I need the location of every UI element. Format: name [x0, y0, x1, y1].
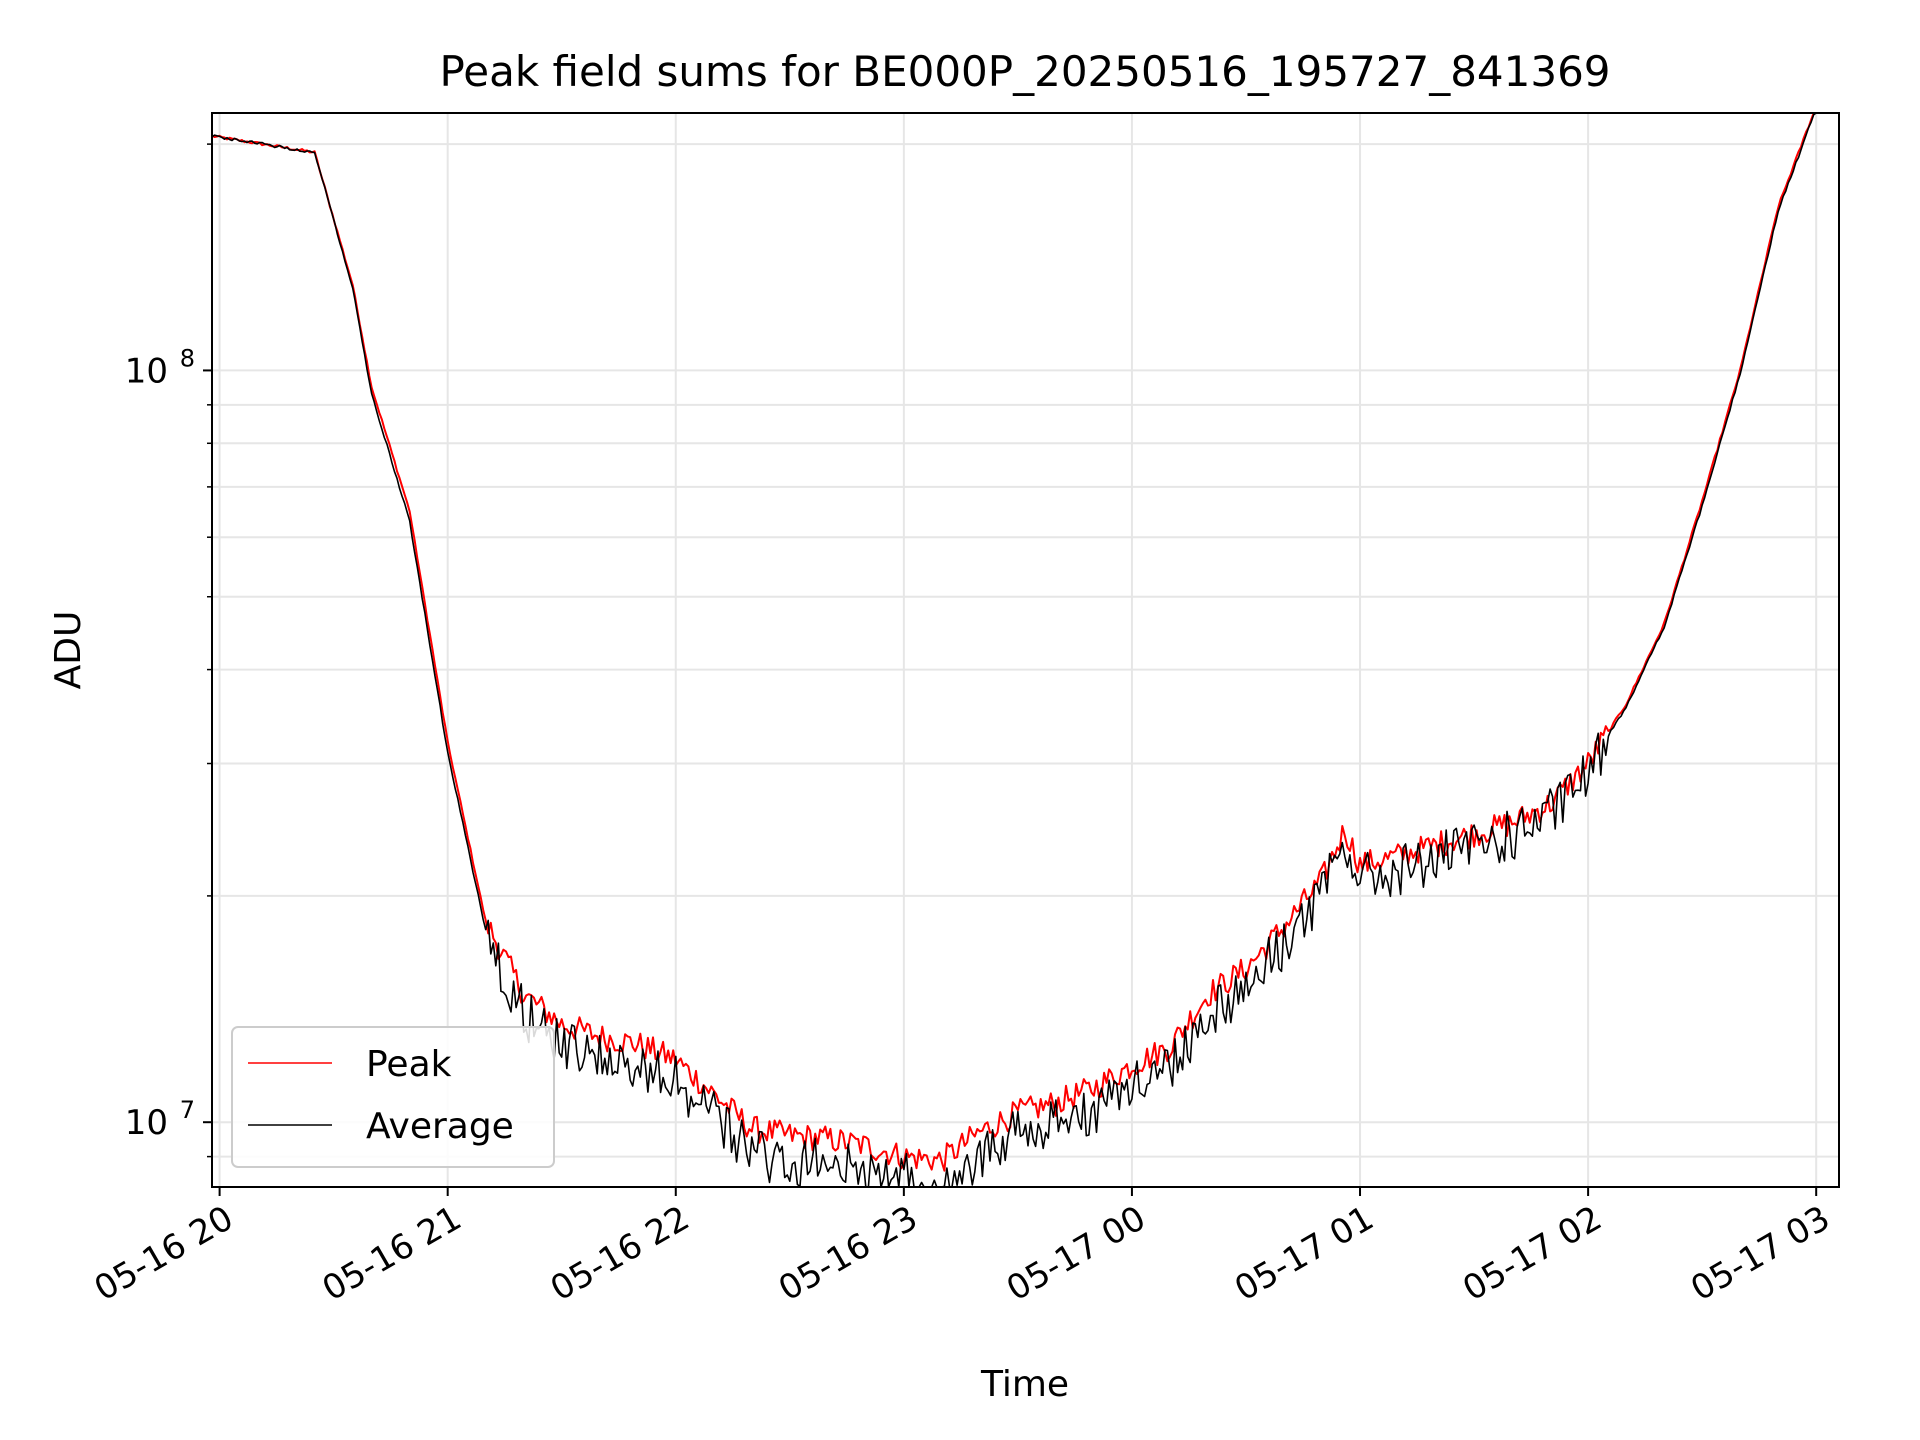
legend-box — [231, 1026, 555, 1168]
y-tick-base: 10 — [125, 1103, 168, 1143]
legend: Peak Average — [231, 1026, 555, 1168]
x-axis-label: Time — [980, 1364, 1069, 1405]
chart-title: Peak field sums for BE000P_20250516_1957… — [439, 47, 1610, 96]
legend-label-average: Average — [366, 1106, 514, 1147]
y-tick-exponent: 7 — [180, 1096, 195, 1124]
y-tick-label: 10 — [125, 1103, 168, 1143]
y-tick-exponent: 8 — [180, 344, 195, 372]
y-tick-base: 10 — [125, 351, 168, 391]
plot-frame — [211, 112, 1840, 1188]
legend-label-peak: Peak — [366, 1044, 452, 1085]
series-group — [211, 112, 1817, 1188]
grid — [212, 113, 1839, 1187]
series-line-average — [211, 112, 1817, 1188]
y-tick-label: 10 — [125, 351, 168, 391]
y-axis-label: ADU — [48, 611, 89, 690]
